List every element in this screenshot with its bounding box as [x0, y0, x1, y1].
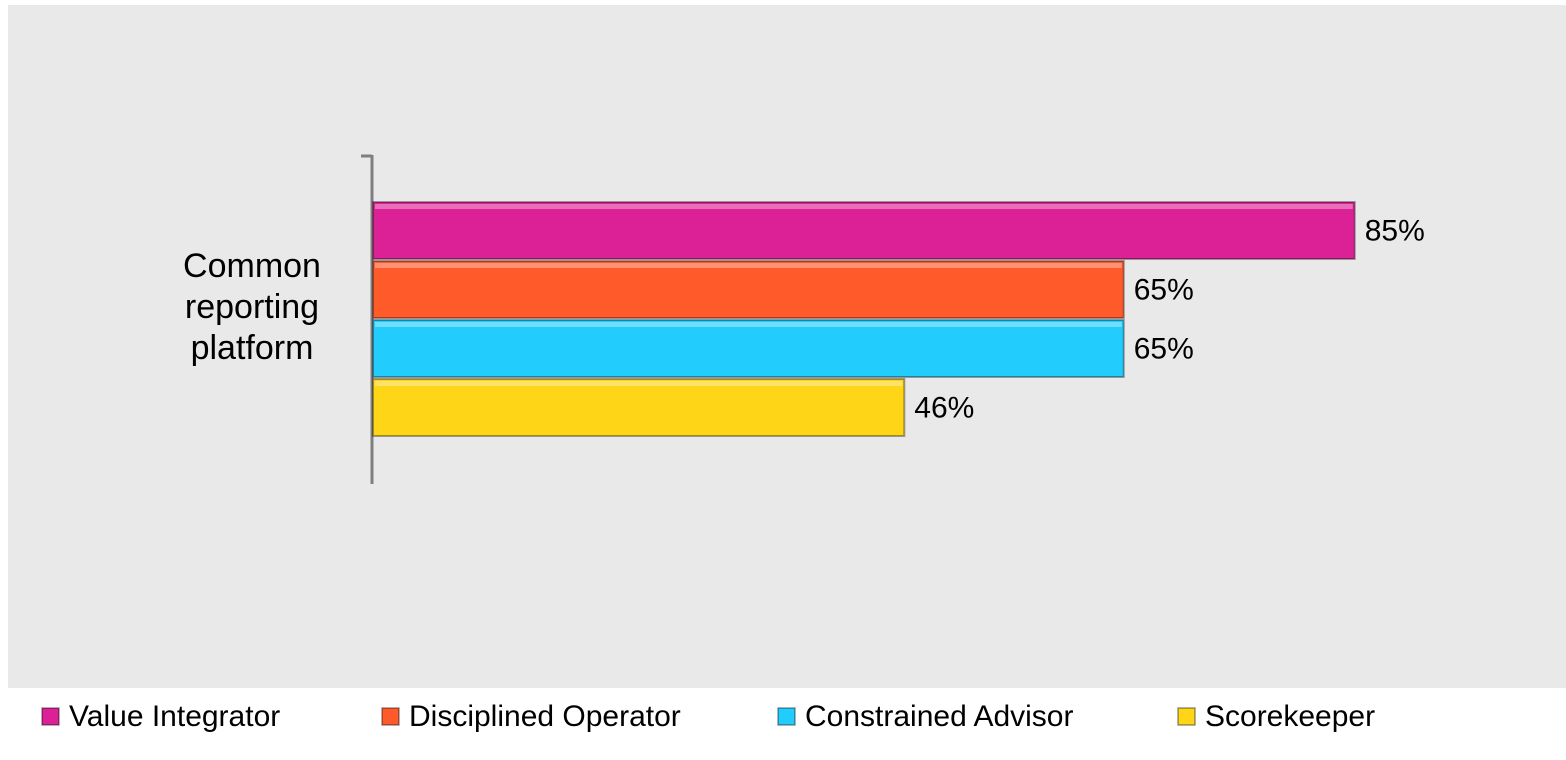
legend-swatch	[1177, 707, 1196, 726]
value-label: 46%	[914, 391, 974, 424]
bar-highlight	[375, 263, 1122, 268]
bar	[372, 378, 906, 437]
bar-highlight	[375, 322, 1122, 327]
value-label: 85%	[1365, 214, 1425, 247]
bar-highlight	[375, 381, 903, 386]
bar-highlight	[375, 204, 1353, 209]
value-label: 65%	[1134, 273, 1194, 306]
legend-label: Scorekeeper	[1205, 700, 1375, 733]
legend-label: Value Integrator	[69, 700, 280, 733]
bar	[372, 260, 1125, 319]
category-label: Common reporting platform	[183, 247, 321, 367]
legend-label: Disciplined Operator	[409, 700, 681, 733]
legend-swatch	[41, 707, 60, 726]
value-label: 65%	[1134, 332, 1194, 365]
bar	[372, 319, 1125, 378]
legend-swatch	[777, 707, 796, 726]
legend-label: Constrained Advisor	[805, 700, 1073, 733]
legend-swatch	[381, 707, 400, 726]
bar	[372, 201, 1356, 260]
